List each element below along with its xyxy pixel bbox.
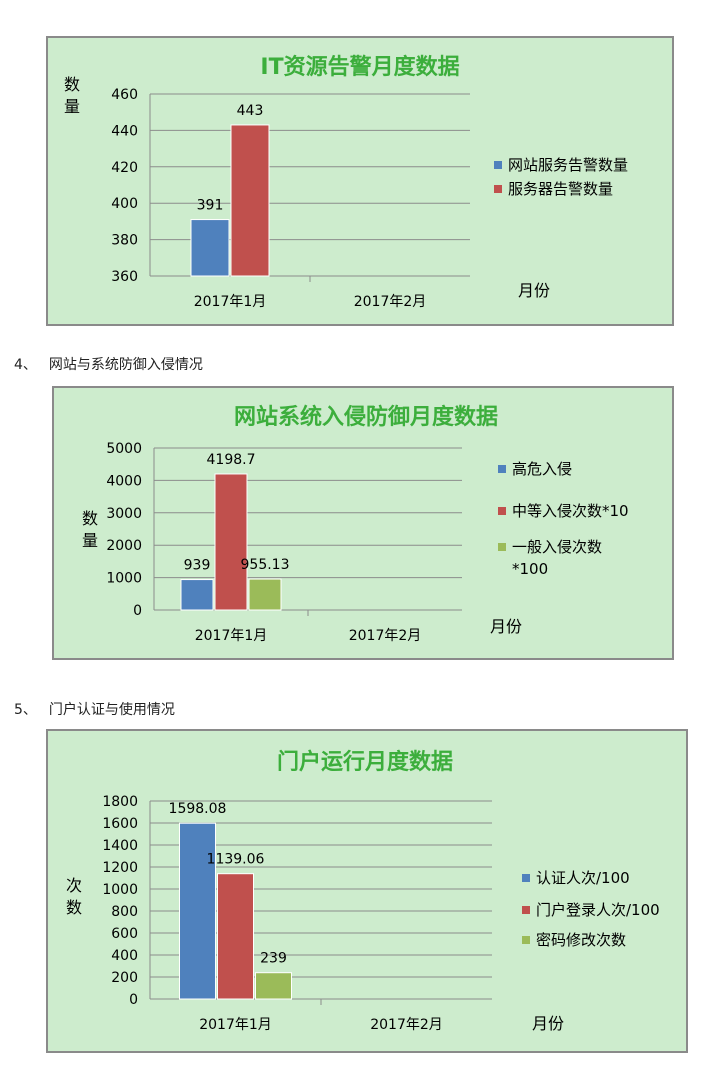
legend-swatch [522,936,530,944]
bar [248,578,282,611]
y-tick-label: 460 [111,87,138,103]
y-tick-label: 400 [111,948,138,964]
y-tick-label: 4000 [106,473,142,489]
y-axis-title: 次 [66,876,82,895]
section-title: 门户认证与使用情况 [48,702,175,718]
chart-title: 门户运行月度数据 [277,749,453,775]
bar [180,579,214,611]
legend-swatch [494,161,502,169]
legend-swatch [498,507,506,515]
x-tick-label: 2017年1月 [199,1017,272,1033]
chart-it-alerts: IT资源告警月度数据 360 380 400 420 440 460 2017年1月 2017年… [64,54,628,310]
y-axis-title: 量 [82,531,98,550]
legend-label: 密码修改次数 [536,931,626,949]
y-tick-label: 360 [111,269,138,285]
data-label: 955.13 [241,557,290,573]
y-tick-label: 200 [111,970,138,986]
bar [217,873,254,1000]
chart-panel-portal: 门户运行月度数据 0 200 400 600 800 1000 1200 1400 1600 180… [46,729,688,1053]
bar [230,124,270,277]
chart-panel-intrusion: 网站系统入侵防御月度数据 0 1000 2000 3000 4000 5000 2017年1月… [52,386,674,660]
chart-portal: 门户运行月度数据 0 200 400 600 800 1000 1200 1400 1600 180… [66,749,660,1033]
chart-title: 网站系统入侵防御月度数据 [234,404,498,430]
data-label: 443 [237,103,264,119]
chart-panel-it-alerts: IT资源告警月度数据 360 380 400 420 440 460 2017年1月 2017年… [46,36,674,326]
legend-label: 门户登录人次/100 [536,901,660,919]
y-axis-title: 数 [66,898,82,917]
y-tick-label: 1000 [106,571,142,587]
bar [190,219,230,277]
bar [179,822,216,1000]
section-title: 网站与系统防御入侵情况 [48,357,203,373]
y-tick-label: 3000 [106,506,142,522]
x-axis-title: 月份 [490,617,522,636]
x-axis-title: 月份 [532,1014,564,1033]
y-axis-title: 数 [64,75,80,94]
legend-label-cont: *100 [512,560,548,578]
y-tick-label: 420 [111,160,138,176]
legend-swatch [498,465,506,473]
x-tick-label: 2017年2月 [349,628,422,644]
y-axis-title: 数 [82,509,98,528]
data-label: 1598.08 [169,801,227,817]
section-number: 4、 [14,357,37,373]
bar [255,972,292,1000]
y-tick-label: 0 [133,603,142,619]
y-tick-label: 1800 [102,794,138,810]
data-label: 1139.06 [207,852,265,868]
y-tick-label: 440 [111,123,138,139]
bar [214,473,248,611]
legend-label: 网站服务告警数量 [508,156,628,174]
legend-swatch [522,906,530,914]
y-tick-label: 2000 [106,538,142,554]
data-label: 239 [260,951,287,967]
x-tick-label: 2017年2月 [354,294,427,310]
section-heading-4: 4、 网站与系统防御入侵情况 [14,354,203,374]
x-tick-label: 2017年1月 [195,628,268,644]
y-axis-title: 量 [64,97,80,116]
section-number: 5、 [14,702,37,718]
y-tick-label: 400 [111,196,138,212]
x-tick-label: 2017年1月 [194,294,267,310]
legend-label: 中等入侵次数*10 [512,502,629,520]
x-tick-label: 2017年2月 [370,1017,443,1033]
chart-intrusion: 网站系统入侵防御月度数据 0 1000 2000 3000 4000 5000 2017年1月… [82,404,629,644]
y-tick-label: 1000 [102,882,138,898]
legend-label: 一般入侵次数 [512,538,602,556]
y-tick-label: 1400 [102,838,138,854]
y-tick-label: 5000 [106,441,142,457]
y-tick-label: 1600 [102,816,138,832]
y-tick-label: 600 [111,926,138,942]
legend-swatch [522,874,530,882]
data-label: 939 [184,558,211,574]
legend-label: 认证人次/100 [536,869,630,887]
y-tick-label: 1200 [102,860,138,876]
legend-swatch [498,543,506,551]
y-tick-label: 380 [111,233,138,249]
data-label: 391 [197,198,224,214]
y-tick-label: 0 [129,992,138,1008]
data-label: 4198.7 [207,452,256,468]
x-axis-title: 月份 [518,281,550,300]
y-tick-label: 800 [111,904,138,920]
legend-label: 服务器告警数量 [508,180,613,198]
section-heading-5: 5、 门户认证与使用情况 [14,699,175,719]
legend-swatch [494,185,502,193]
chart-title: IT资源告警月度数据 [260,54,459,80]
legend-label: 高危入侵 [512,460,572,478]
